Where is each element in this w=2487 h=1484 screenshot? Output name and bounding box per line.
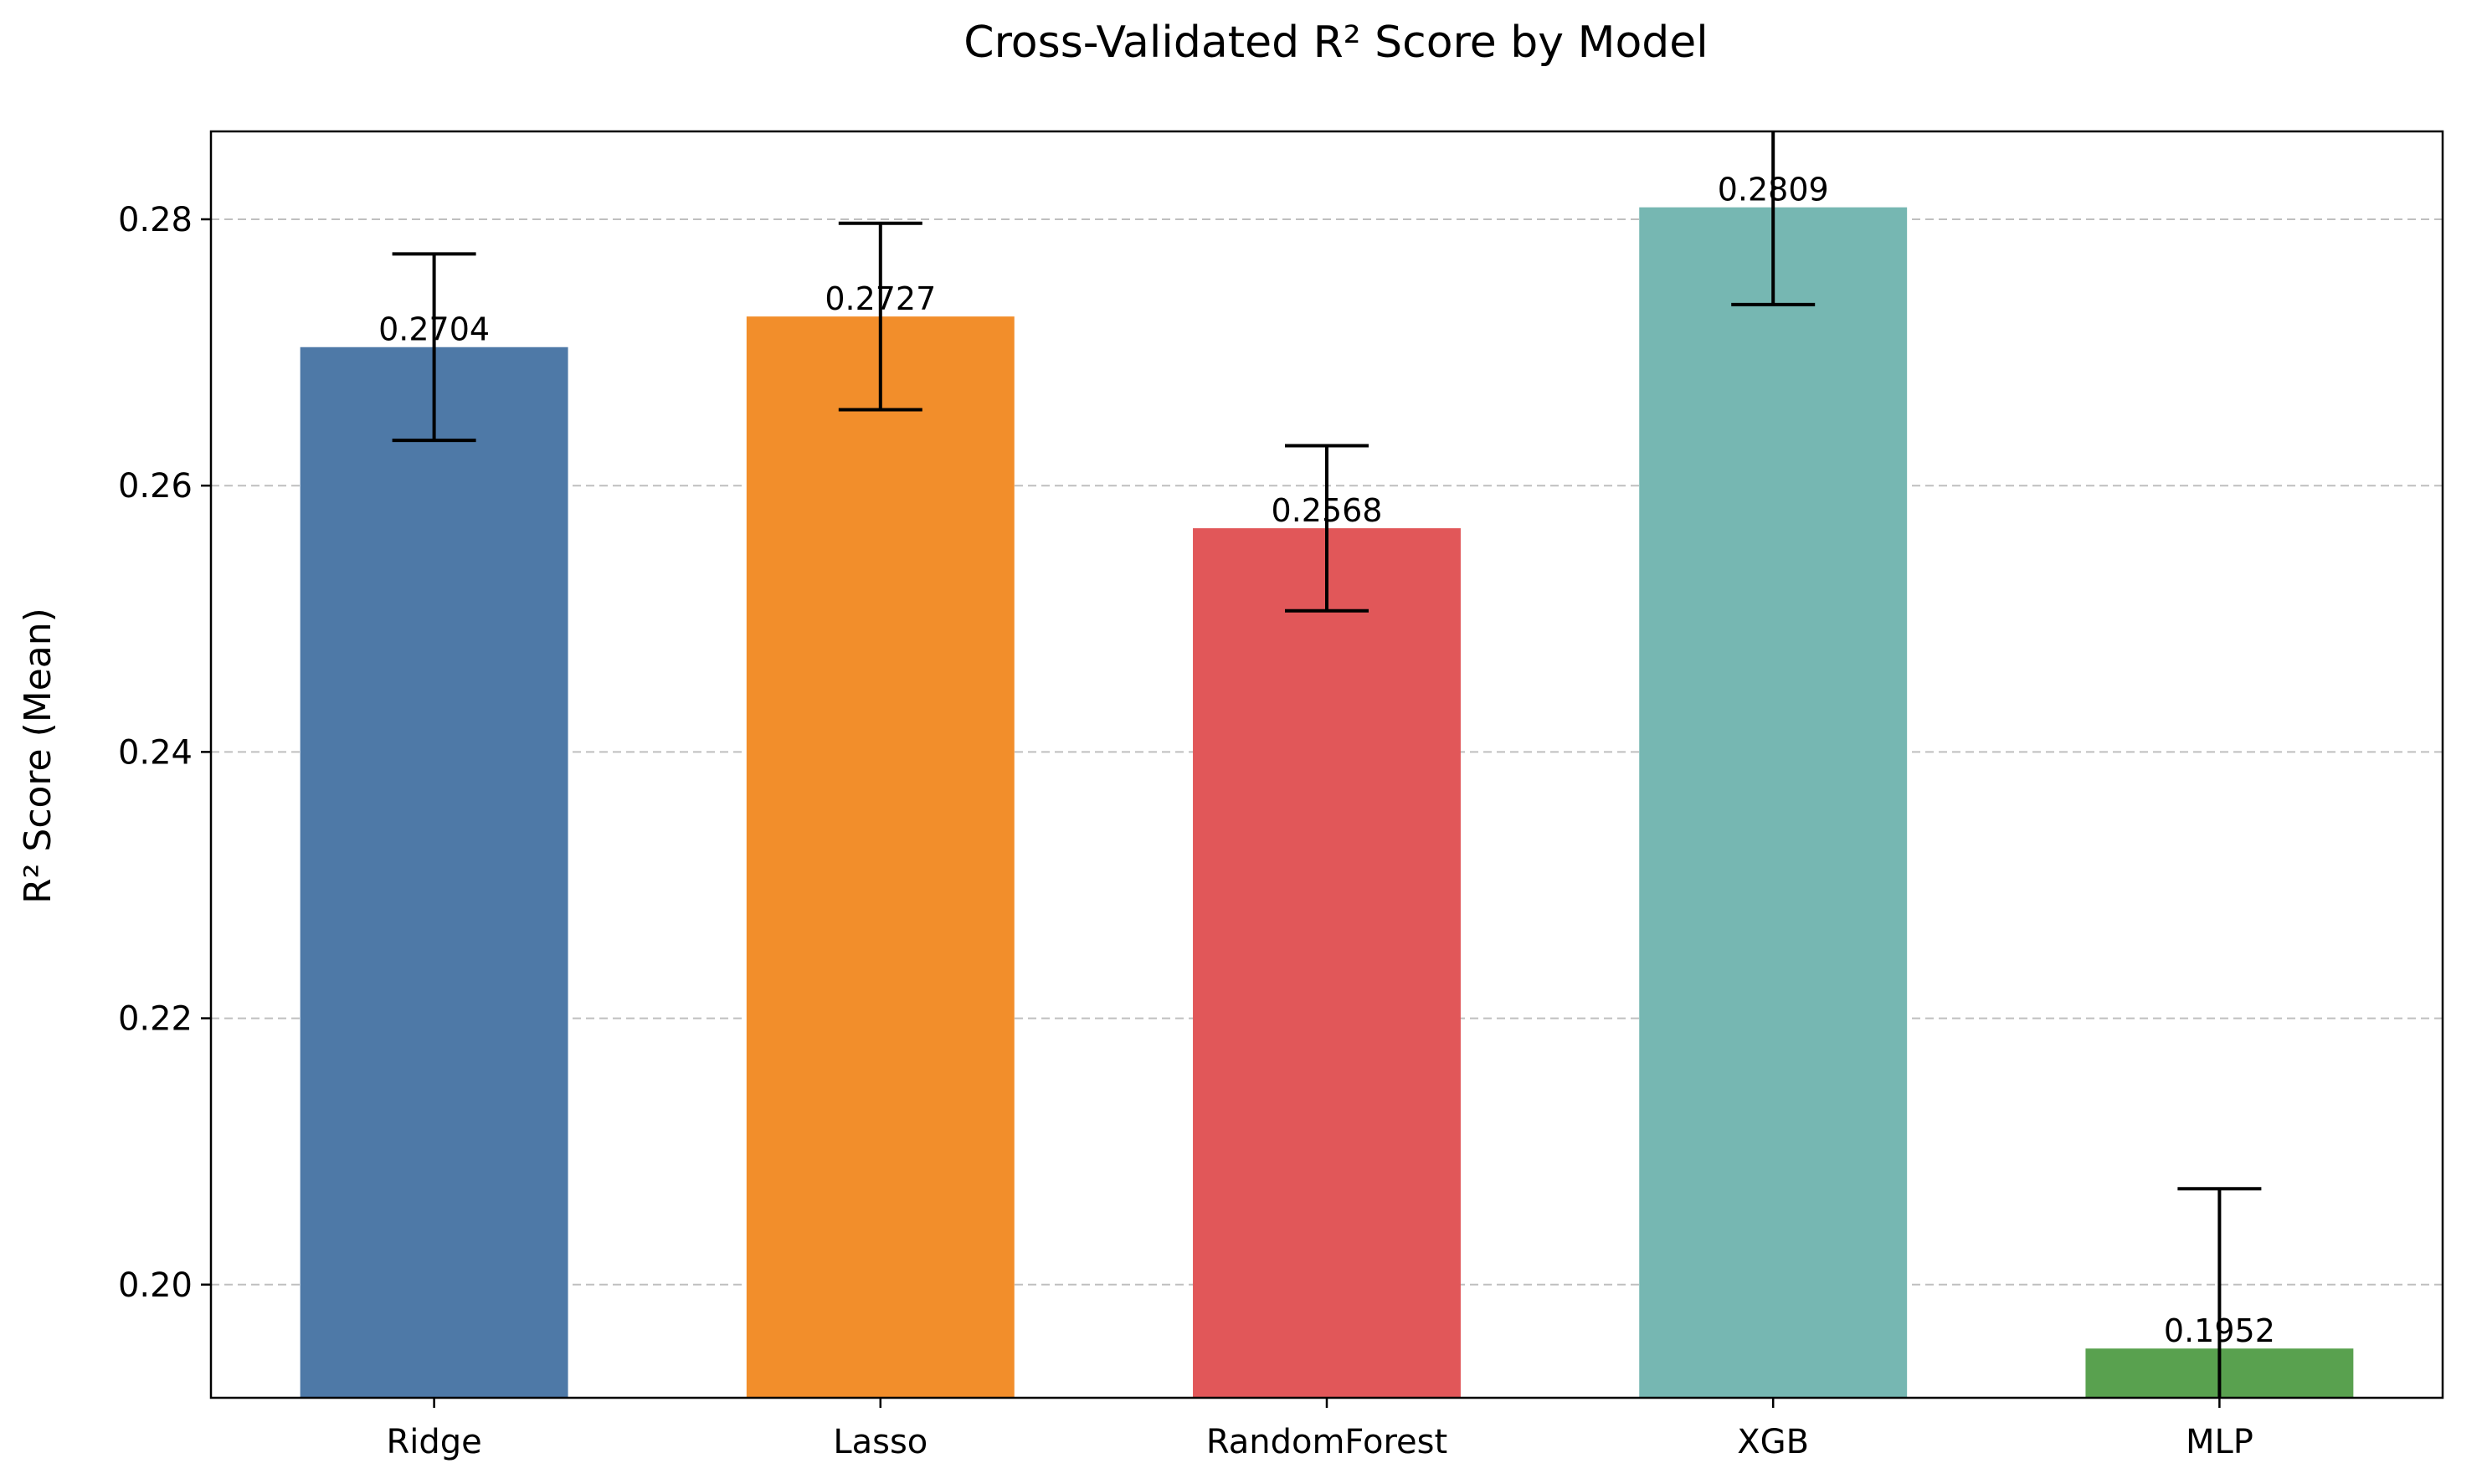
bar-layer — [300, 207, 2354, 1399]
value-label: 0.2568 — [1272, 492, 1383, 529]
y-axis-ticks: 0.20 0.22 0.24 0.26 0.28 — [118, 201, 211, 1305]
x-axis-ticks: Ridge Lasso RandomForest XGB MLP — [386, 1398, 2253, 1461]
bar-lasso — [746, 316, 1015, 1398]
x-tick-label: Ridge — [386, 1423, 481, 1461]
bar-xgb — [1639, 207, 1908, 1398]
chart-title: Cross-Validated R² Score by Model — [963, 18, 1708, 68]
value-label: 0.1952 — [2164, 1312, 2275, 1349]
error-bar-layer — [392, 131, 2262, 1398]
x-tick-label: Lasso — [833, 1423, 927, 1461]
bar-randomforest — [1193, 528, 1461, 1398]
value-label: 0.2704 — [378, 311, 490, 348]
y-axis-label: R² Score (Mean) — [17, 608, 59, 904]
y-tick-label: 0.20 — [118, 1266, 193, 1305]
value-label: 0.2809 — [1718, 172, 1829, 208]
y-tick-label: 0.22 — [118, 1000, 193, 1039]
bar-ridge — [300, 347, 568, 1399]
x-tick-label: RandomForest — [1206, 1423, 1447, 1461]
value-label-layer: 0.2704 0.2727 0.2568 0.2809 0.1952 — [378, 172, 2275, 1349]
value-label: 0.2727 — [825, 280, 936, 317]
y-tick-label: 0.28 — [118, 201, 193, 239]
x-tick-label: XGB — [1737, 1423, 1809, 1461]
y-tick-label: 0.26 — [118, 467, 193, 506]
y-tick-label: 0.24 — [118, 733, 193, 772]
x-tick-label: MLP — [2186, 1423, 2253, 1461]
